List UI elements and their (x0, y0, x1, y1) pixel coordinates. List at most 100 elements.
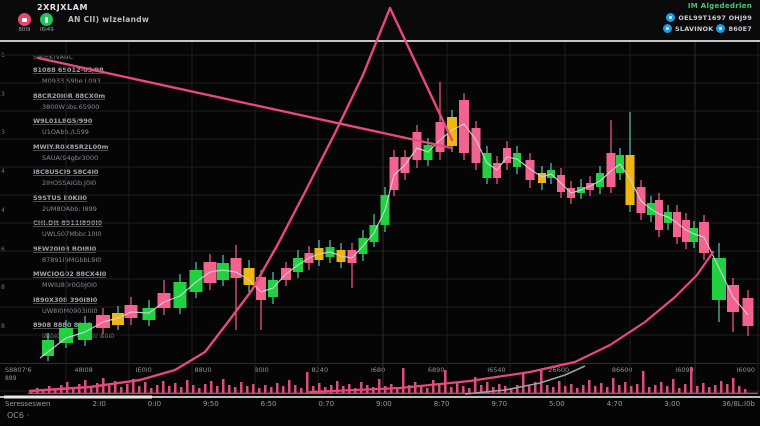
account-row-2[interactable]: SLAVINOK 860E7 (663, 23, 752, 34)
candle-body (712, 258, 726, 300)
volume-bar (96, 383, 99, 394)
volume-bar (150, 388, 153, 394)
list-item-subtitle: UW8I0M0903I0I0 (42, 306, 98, 315)
candle-body (217, 263, 229, 280)
scrollbar (0, 396, 760, 398)
time-label: 9:70 (491, 400, 508, 408)
volume-bar (696, 386, 699, 394)
list-item[interactable]: W9L01L8G5/990 U1OAbb./L599 (33, 116, 163, 138)
volume-bar (162, 381, 165, 394)
price-tick: 3 (1, 129, 5, 137)
price-tick: 4 (1, 168, 5, 176)
time-label: 8:70 (433, 400, 450, 408)
list-item[interactable]: MWCIOG02 88CX4I0 MWIU80r0GbJ0I0 (33, 269, 163, 291)
list-item-title: 81088 65012-05/98 (33, 66, 104, 74)
volume-bar (288, 380, 291, 394)
volume-bar (186, 380, 189, 394)
time-label: 6890 (427, 366, 445, 374)
volume-bar (684, 384, 687, 394)
time-label: 2:I0 (92, 400, 106, 408)
list-item[interactable]: I890X308 390I8I0 UW8I0M0903I0I0 (33, 295, 163, 317)
volume-bar (438, 385, 441, 394)
list-item[interactable]: 81088 65012-05/98 M0933 S9be L093 (33, 65, 163, 87)
volume-bar (510, 388, 513, 394)
time-label: 9:50 (203, 400, 219, 408)
time-label: 88U0 (194, 366, 212, 374)
list-item[interactable]: MWIY.R0X8SR2L00m SAUA(94gbr3000 (33, 142, 163, 164)
chart-subtitle: AN CII) wlzelandw (68, 15, 150, 24)
time-label: I6090 (675, 366, 694, 374)
list-item[interactable]: 9EW20I03 BOI8I0 87891I9MGbbL9I0 (33, 244, 163, 266)
volume-bar (618, 385, 621, 394)
volume-bar (498, 384, 501, 394)
volume-bar (726, 384, 729, 394)
volume-bar (300, 388, 303, 394)
candle-body (655, 200, 663, 230)
volume-bar (216, 386, 219, 394)
sell-price-label: 80I9 (18, 27, 31, 33)
time-axis-lower: Seresseswen 2:I0 0:I0 9:50 6:50 0:70 9:00 8:70 9… (0, 400, 760, 408)
volume-bar (402, 368, 405, 394)
volume-bar (246, 386, 249, 394)
list-item-title: MWCIOG02 88CX4I0 (33, 270, 107, 278)
time-label: 0:70 (318, 400, 335, 408)
volume-bar (174, 383, 177, 394)
volume-bar (660, 382, 663, 394)
time-label: 0:I0 (147, 400, 162, 408)
volume-bar (240, 382, 243, 394)
candle-body (173, 282, 187, 308)
timeframe-label[interactable]: OC6 · (7, 411, 30, 420)
account-row-1-label: OEL99T1697 OHJ99 (678, 13, 752, 22)
descending-trendline (36, 56, 454, 150)
stop-icon (22, 17, 27, 22)
time-label: IE0I0 (135, 366, 152, 374)
volume-bar (516, 385, 519, 394)
volume-bar (156, 385, 159, 394)
list-item-subtitle: 3800Wpbs.65900 (42, 102, 100, 111)
time-label: 86600 (611, 366, 633, 374)
volume-bar (672, 379, 675, 394)
strategy-title: IM Algededrlen (687, 2, 752, 10)
list-item-title: 8908 8880 8909 (33, 321, 92, 329)
list-item-title: MWIY.R0X8SR2L00m (33, 142, 109, 151)
time-label: I680 (370, 366, 386, 374)
volume-bar (234, 387, 237, 394)
info-icon (666, 13, 676, 22)
list-item-subtitle: 87891I9MGbbL9I0 (42, 255, 102, 264)
candle-body (682, 220, 690, 242)
volume-bar (480, 385, 483, 394)
volume-bar (222, 379, 225, 394)
buy-button[interactable] (40, 13, 54, 26)
sell-button[interactable] (18, 13, 31, 26)
account-row-2-label-b: 860E7 (728, 24, 752, 33)
account-row-1[interactable]: OEL99T1697 OHJ99 (663, 12, 752, 23)
volume-bar (144, 382, 147, 394)
volume-bar (540, 369, 543, 394)
list-item[interactable]: 88CR20I0R 88CX0m 3800Wpbs.65900 (33, 91, 163, 113)
list-item[interactable]: S9STUS E0KII0 2UM8OAbb: I899 (33, 193, 163, 215)
header-right: IM Algededrlen OEL99T1697 OHJ99 SLAVINOK… (663, 2, 752, 34)
volume-bar (264, 385, 267, 394)
candle-body (189, 270, 203, 292)
volume-bar (306, 372, 309, 394)
candle-body (538, 173, 546, 183)
candle-body (673, 212, 681, 237)
candle-body (459, 100, 469, 153)
volume-bar (678, 388, 681, 394)
volume-bar (720, 381, 723, 394)
volume-bar (120, 387, 123, 394)
volume-bar (642, 371, 645, 394)
volume-bar (204, 384, 207, 394)
volume-bar (282, 386, 285, 394)
time-label: I6090 (736, 366, 755, 374)
candle-body (59, 328, 73, 343)
ticker-symbol: 2XRJXLAM (37, 3, 89, 12)
list-item-subtitle: U1OAbb./L599 (42, 128, 89, 136)
volume-bar (72, 387, 75, 394)
volume-bar (666, 386, 669, 394)
volume-bar (336, 381, 339, 394)
candle-body (42, 340, 54, 356)
volume-bar (180, 387, 183, 394)
